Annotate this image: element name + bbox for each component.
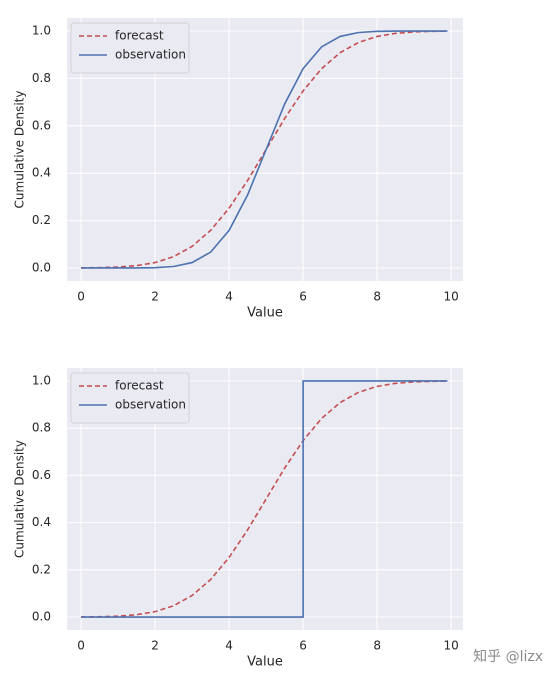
y-tick-label: 0.6 <box>32 468 51 482</box>
y-tick-label: 0.0 <box>32 610 51 624</box>
x-tick-label: 0 <box>77 639 85 653</box>
y-tick-label: 1.0 <box>32 24 51 38</box>
y-tick-label: 1.0 <box>32 373 51 387</box>
x-tick-label: 10 <box>444 639 459 653</box>
x-tick-label: 6 <box>299 639 307 653</box>
x-tick-label: 0 <box>77 290 85 304</box>
plot: 0.0 0.2 0.4 0.6 0.8 1.0 0 2 4 6 8 10 Value Cumulative… <box>13 18 463 321</box>
watermark: 知乎 @lizx <box>473 648 543 665</box>
y-tick-label: 0.6 <box>32 118 51 132</box>
x-tick-label: 2 <box>151 639 159 653</box>
plot: 0.0 0.2 0.4 0.6 0.8 1.0 0 2 4 6 8 10 Value Cumulative… <box>13 368 463 670</box>
series-line <box>81 380 448 618</box>
legend-label: observation <box>115 48 186 62</box>
x-tick-label: 4 <box>225 639 233 653</box>
legend-box <box>70 22 190 74</box>
y-axis-label: Cumulative Density <box>13 91 27 209</box>
y-tick-label: 0.4 <box>32 166 51 180</box>
x-tick-label: 6 <box>299 290 307 304</box>
x-tick-label: 8 <box>373 290 381 304</box>
x-tick-label: 4 <box>225 290 233 304</box>
legend-label: forecast <box>115 29 164 43</box>
legend-box <box>70 372 190 424</box>
x-axis-label: Value <box>247 655 283 670</box>
y-tick-label: 0.2 <box>32 213 51 227</box>
y-axis-label: Cumulative Density <box>13 440 27 558</box>
legend-label: forecast <box>115 379 164 393</box>
y-tick-label: 0.8 <box>32 421 51 435</box>
y-tick-label: 0.8 <box>32 71 51 85</box>
x-axis-label: Value <box>247 306 283 321</box>
x-tick-label: 8 <box>373 639 381 653</box>
series-line <box>81 30 448 269</box>
y-tick-label: 0.0 <box>32 260 51 274</box>
x-tick-label: 2 <box>151 290 159 304</box>
y-tick-label: 0.2 <box>32 562 51 576</box>
y-tick-label: 0.4 <box>32 515 51 529</box>
x-tick-label: 10 <box>444 290 459 304</box>
series-line <box>81 380 448 618</box>
legend-label: observation <box>115 398 186 412</box>
